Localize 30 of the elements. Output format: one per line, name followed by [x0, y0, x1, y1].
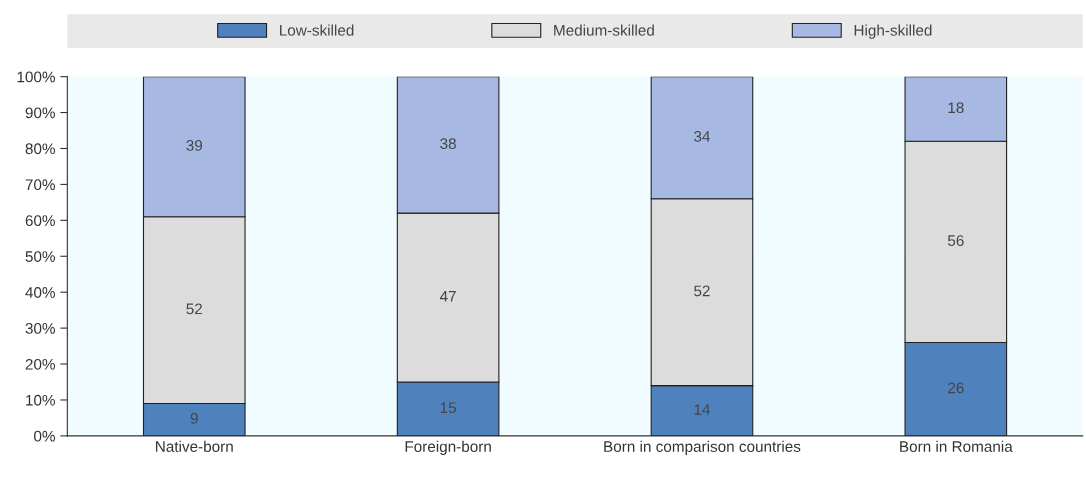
- data-label: 39: [186, 139, 203, 151]
- data-label: 56: [947, 235, 964, 246]
- data-label: 52: [186, 303, 202, 315]
- legend-label: Medium-skilled: [554, 24, 654, 36]
- data-label: 18: [948, 102, 964, 114]
- data-label: 15: [440, 402, 456, 414]
- legend-label: High-skilled: [854, 24, 932, 39]
- data-label: 52: [694, 285, 710, 297]
- y-tick-label: 60%: [25, 215, 55, 227]
- y-tick-label: 90%: [25, 107, 55, 119]
- data-label: 14: [694, 404, 711, 415]
- x-tick-label: Native-born: [156, 440, 233, 452]
- data-label: 9: [190, 413, 198, 424]
- y-tick-label: 80%: [25, 143, 55, 155]
- x-tick-label: Born in comparison countries: [604, 440, 801, 455]
- x-tick-label: Born in Romania: [900, 440, 1013, 452]
- data-label: 38: [440, 138, 456, 149]
- legend-label: Low-skilled: [280, 24, 354, 36]
- data-label: 26: [948, 382, 964, 394]
- y-tick-label: 0%: [34, 430, 55, 442]
- y-tick-label: 30%: [25, 322, 55, 334]
- y-tick-label: 40%: [25, 287, 55, 298]
- data-label: 47: [439, 291, 456, 302]
- y-tick-label: 100%: [17, 71, 55, 83]
- y-tick-label: 20%: [25, 358, 55, 370]
- y-tick-label: 50%: [25, 251, 55, 262]
- x-tick-label: Foreign-born: [405, 440, 491, 455]
- data-label: 34: [694, 131, 711, 142]
- y-tick-label: 10%: [26, 394, 55, 406]
- y-tick-label: 70%: [25, 179, 55, 191]
